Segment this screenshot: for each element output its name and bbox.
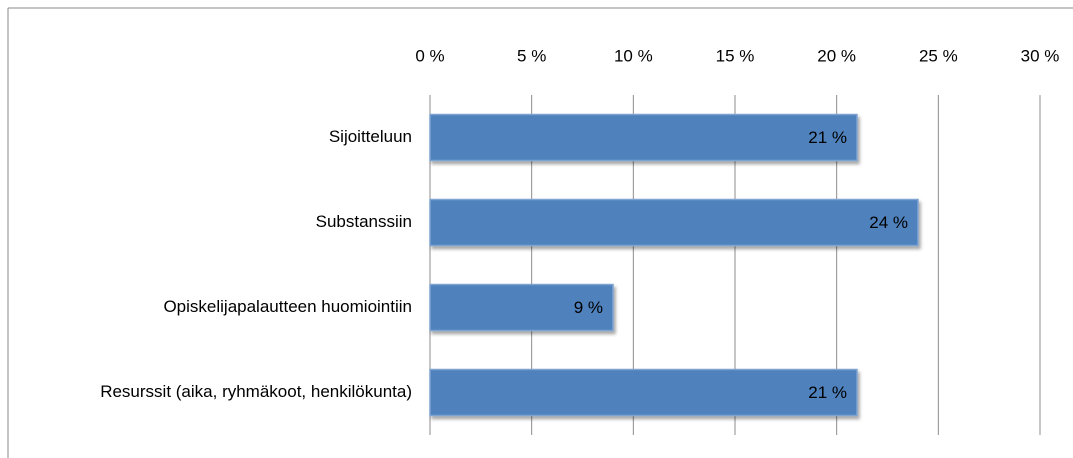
x-tick-label: 5 % [517,46,546,65]
x-tick-label: 10 % [614,46,653,65]
x-tick-label: 0 % [415,46,444,65]
x-tick-label: 25 % [919,46,958,65]
data-label: 24 % [869,213,908,232]
y-tick-label: Sijoitteluun [329,127,412,146]
data-label: 21 % [808,383,847,402]
bar [429,198,919,247]
data-label: 21 % [808,128,847,147]
bar [429,368,858,417]
x-tick-label: 30 % [1021,46,1060,65]
y-tick-label: Opiskelijapalautteen huomiointiin [163,297,412,316]
bar [429,283,614,332]
y-tick-label: Substanssiin [316,212,412,231]
bar [429,113,858,162]
data-label: 9 % [574,298,603,317]
x-tick-label: 15 % [716,46,755,65]
y-tick-label: Resurssit (aika, ryhmäkoot, henkilökunta… [100,382,412,401]
x-tick-label: 20 % [817,46,856,65]
